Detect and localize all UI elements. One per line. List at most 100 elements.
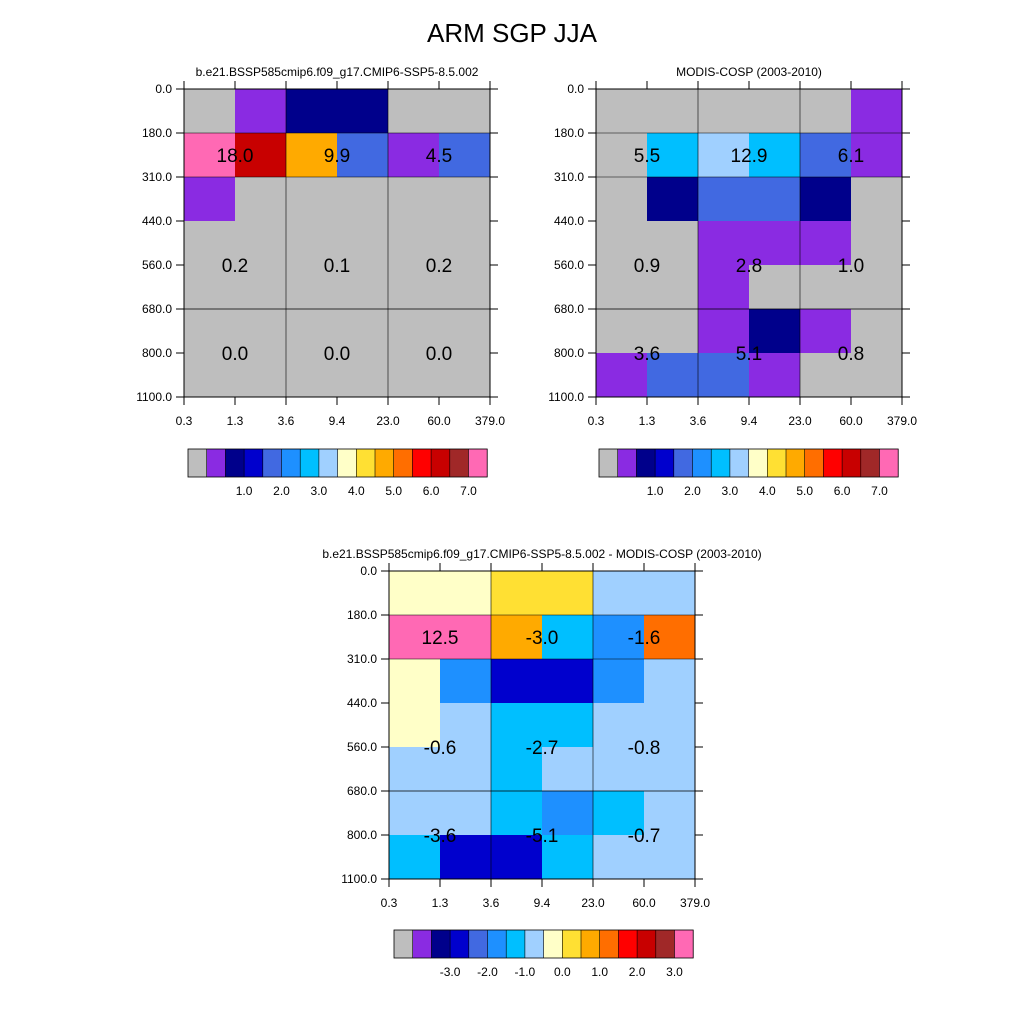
heatmap-cell — [388, 133, 440, 178]
heatmap-cell — [440, 659, 492, 704]
y-tick-label: 440.0 — [554, 214, 584, 228]
colorbar-swatch — [318, 449, 338, 477]
heatmap-cell — [439, 353, 491, 398]
colorbar-swatch — [581, 930, 601, 958]
colorbar-swatch — [543, 930, 563, 958]
heatmap-cell — [593, 615, 645, 660]
chart-diff: b.e21.BSSP585cmip6.f09_g17.CMIP6-SSP5-8.… — [322, 547, 761, 979]
heatmap-cell — [440, 791, 492, 836]
heatmap-cell — [235, 89, 287, 134]
block-value-label: 5.1 — [736, 344, 762, 365]
heatmap-cell — [388, 265, 440, 310]
block-value-label: 0.0 — [426, 344, 452, 365]
colorbar-swatch — [879, 449, 899, 477]
heatmap-cell — [389, 747, 441, 792]
heatmap-cell — [542, 747, 594, 792]
y-tick-label: 0.0 — [155, 82, 172, 96]
heatmap-cell — [388, 309, 440, 354]
heatmap-cell — [440, 703, 492, 748]
colorbar-swatch — [337, 449, 357, 477]
heatmap-cell — [389, 835, 441, 880]
colorbar-swatch — [431, 449, 451, 477]
colorbar-swatch — [636, 449, 656, 477]
colorbar-swatch — [673, 449, 693, 477]
heatmap-cell — [439, 265, 491, 310]
colorbar-label: 5.0 — [385, 484, 402, 498]
heatmap-cell — [337, 309, 389, 354]
block-value-label: -0.7 — [628, 826, 661, 847]
x-tick-label: 1.3 — [227, 414, 244, 428]
heatmap-cell — [644, 747, 696, 792]
heatmap-cell — [851, 89, 903, 134]
heatmap-cell — [698, 309, 750, 354]
heatmap-cell — [851, 133, 903, 178]
heatmap-cell — [851, 353, 903, 398]
colorbar-label: 2.0 — [273, 484, 290, 498]
colorbar-label: -1.0 — [515, 965, 536, 979]
heatmap-cell — [593, 747, 645, 792]
heatmap-cell — [286, 133, 338, 178]
block-value-label: 2.8 — [736, 256, 762, 277]
heatmap-cell — [337, 89, 389, 134]
heatmap-cell — [593, 791, 645, 836]
block-value-label: -2.7 — [526, 738, 559, 759]
heatmap-cell — [184, 89, 236, 134]
heatmap-cell — [644, 703, 696, 748]
colorbar-label: -2.0 — [477, 965, 498, 979]
heatmap-cell — [491, 659, 543, 704]
heatmap-cell — [388, 89, 440, 134]
heatmap-cell — [800, 133, 852, 178]
colorbar-swatch — [188, 449, 208, 477]
x-tick-label: 9.4 — [329, 414, 346, 428]
heatmap-cell — [698, 353, 750, 398]
heatmap-cell — [388, 353, 440, 398]
y-tick-label: 1100.0 — [136, 390, 172, 404]
colorbar-swatch — [468, 930, 488, 958]
heatmap-cell — [749, 89, 801, 134]
heatmap-cell — [647, 89, 699, 134]
colorbar-swatch — [431, 930, 451, 958]
heatmap-cell — [491, 703, 543, 748]
heatmap-cell — [491, 571, 543, 616]
block-value-label: 12.5 — [422, 628, 459, 649]
heatmap-cell — [647, 221, 699, 266]
colorbar-swatch — [823, 449, 843, 477]
colorbar-label: 5.0 — [796, 484, 813, 498]
heatmap-cell — [749, 353, 801, 398]
chart-model: b.e21.BSSP585cmip6.f09_g17.CMIP6-SSP5-8.… — [136, 65, 505, 498]
chart-title: MODIS-COSP (2003-2010) — [676, 65, 822, 79]
colorbar-label: 1.0 — [591, 965, 608, 979]
colorbar-swatch — [842, 449, 862, 477]
heatmap-cell — [286, 177, 338, 222]
x-tick-label: 0.3 — [176, 414, 193, 428]
block-value-label: 18.0 — [217, 146, 254, 167]
block-value-label: 12.9 — [731, 146, 768, 167]
block-value-label: 9.9 — [324, 146, 350, 167]
heatmap-cell — [596, 177, 648, 222]
x-tick-label: 1.3 — [432, 896, 449, 910]
heatmap-cell — [800, 265, 852, 310]
heatmap-cell — [491, 835, 543, 880]
colorbar-label: 0.0 — [554, 965, 571, 979]
block-value-label: -3.0 — [526, 628, 559, 649]
x-tick-label: 60.0 — [839, 414, 863, 428]
colorbar-swatch — [637, 930, 657, 958]
block-value-label: 0.2 — [426, 256, 452, 277]
heatmap-cell — [337, 221, 389, 266]
x-tick-label: 23.0 — [376, 414, 400, 428]
heatmap-cell — [749, 265, 801, 310]
block-value-label: 0.8 — [838, 344, 864, 365]
chart-title: b.e21.BSSP585cmip6.f09_g17.CMIP6-SSP5-8.… — [196, 65, 479, 79]
colorbar-swatch — [786, 449, 806, 477]
heatmap-cell — [644, 615, 696, 660]
colorbar-swatch — [225, 449, 245, 477]
heatmap-cell — [286, 353, 338, 398]
heatmap-cell — [184, 353, 236, 398]
heatmap-cell — [439, 133, 491, 178]
heatmap-cell — [389, 659, 441, 704]
chart-obs: MODIS-COSP (2003-2010) 0.0 180.0 310.0 440.0… — [548, 65, 917, 498]
colorbar-swatch — [599, 449, 619, 477]
colorbar-label: 1.0 — [236, 484, 253, 498]
heatmap-cell — [644, 835, 696, 880]
